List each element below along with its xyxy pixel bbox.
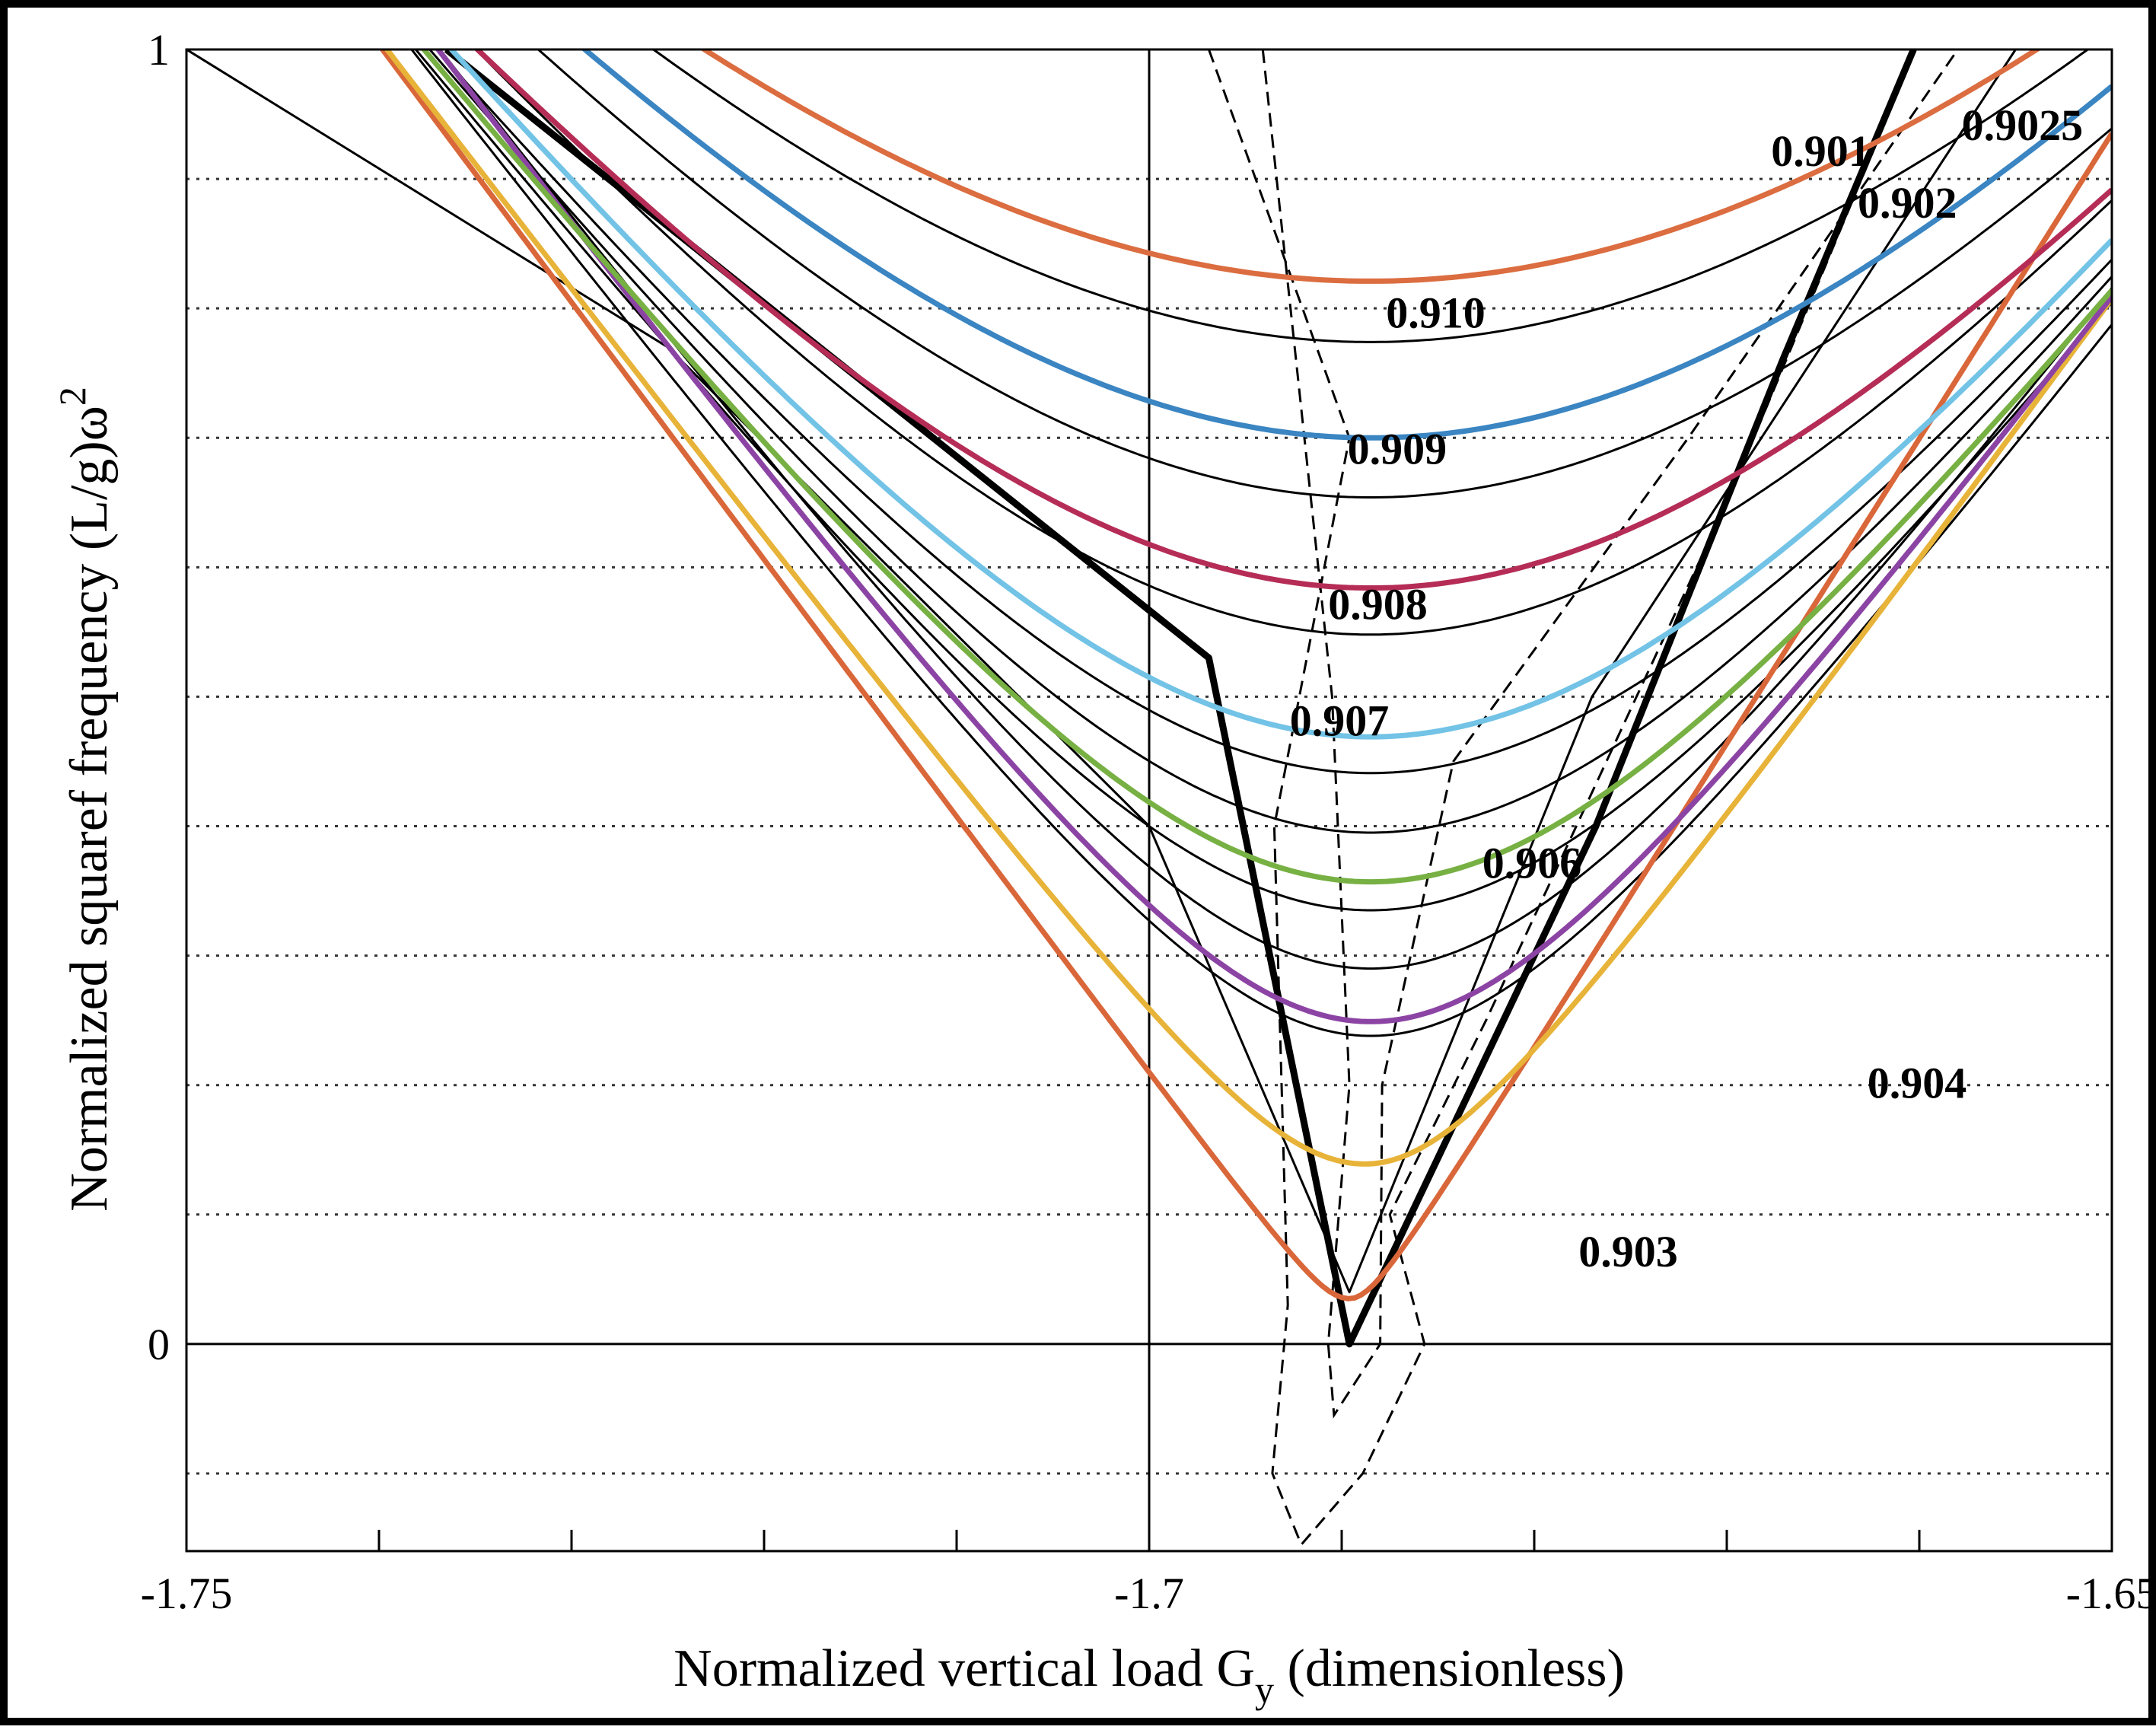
x-tick-label: -1.65 — [2066, 1569, 2156, 1618]
thin-series-line — [435, 49, 2112, 775]
envelope-line — [444, 49, 1917, 1348]
series-line-0.904 — [384, 49, 2112, 1167]
envelope-line — [186, 49, 2017, 1294]
series-line-0.905 — [435, 49, 2112, 1024]
curve-label-0.901: 0.901 — [1771, 126, 1871, 176]
curve-label-0.910: 0.910 — [1386, 288, 1486, 338]
series-lines — [186, 49, 2112, 1547]
curve-label-0.908: 0.908 — [1328, 579, 1428, 629]
series-line-0.907 — [447, 49, 2112, 740]
curve-label-0.909: 0.909 — [1348, 424, 1447, 473]
x-axis-label: Normalized vertical load Gy (dimensionle… — [674, 1639, 1625, 1711]
series-line-0.909 — [581, 49, 2112, 441]
series-line-0.903 — [379, 49, 2112, 1301]
series-line-0.908 — [473, 49, 2112, 591]
curve-label-0.906: 0.906 — [1482, 839, 1582, 888]
curve-label-0.904: 0.904 — [1868, 1059, 1967, 1108]
thin-series-line — [651, 49, 2090, 343]
y-tick-label: 0 — [148, 1320, 170, 1369]
curve-label-0.903: 0.903 — [1578, 1227, 1678, 1276]
dashed-series-line — [1261, 49, 1959, 1419]
curve-label-0.907: 0.907 — [1290, 696, 1390, 745]
curve-label-0.9025: 0.9025 — [1962, 100, 2084, 150]
x-tick-label: -1.75 — [141, 1569, 233, 1618]
curve-labels: 0.9030.9040.9050.9060.9070.9080.9090.910… — [1290, 100, 2084, 1276]
curve-label-0.902: 0.902 — [1858, 178, 1957, 228]
x-tick-label: -1.7 — [1114, 1569, 1184, 1618]
series-line-0.910 — [699, 49, 2042, 284]
axis-ticks: -1.75 -1.7 -1.65 0 1 — [141, 25, 2156, 1618]
y-tick-label: 1 — [148, 25, 170, 75]
thin-series-line — [536, 49, 2112, 499]
thin-series-line — [409, 49, 2112, 1037]
series-line-0.906 — [420, 49, 2112, 885]
dashed-series-line — [1207, 49, 1917, 1547]
y-axis-label: Normalized squaref frequency (L/g)ω2 — [51, 387, 119, 1212]
